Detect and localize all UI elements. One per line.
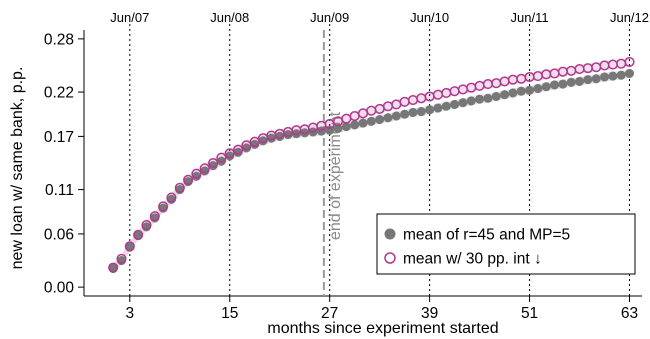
data-point-gray	[550, 80, 560, 90]
x-tick-label: 15	[221, 305, 238, 322]
data-point-purple	[116, 253, 127, 264]
top-date-label: Jun/10	[410, 10, 449, 25]
data-point-gray	[425, 105, 435, 115]
data-point-gray	[525, 85, 535, 95]
data-point-gray	[433, 103, 443, 113]
data-point-gray	[350, 120, 360, 130]
data-point-gray	[458, 98, 468, 108]
top-date-label: Jun/07	[110, 10, 149, 25]
data-point-purple	[249, 136, 260, 147]
data-point-gray	[366, 116, 376, 126]
end-of-experiment-marker: end of experiment	[322, 30, 344, 296]
data-point-gray	[541, 82, 551, 92]
data-point-purple	[233, 144, 244, 155]
data-point-gray	[383, 113, 393, 123]
legend-box	[376, 213, 636, 275]
data-point-gray	[416, 107, 426, 117]
data-point-gray	[624, 68, 635, 78]
x-axis-title: months since experiment started	[267, 320, 498, 337]
data-point-gray	[558, 79, 568, 89]
data-point-gray	[566, 77, 576, 87]
top-date-label: Jun/12	[610, 10, 649, 25]
data-point-purple	[224, 148, 235, 159]
data-point-purple	[108, 262, 119, 273]
data-point-gray	[500, 90, 510, 100]
data-point-gray	[391, 111, 401, 121]
data-point-purple	[241, 140, 252, 151]
data-point-purple	[183, 174, 194, 185]
legend-marker-gray	[384, 228, 396, 240]
x-tick-label: 27	[321, 305, 338, 322]
data-point-gray	[583, 75, 593, 85]
y-tick-label: 0.17	[44, 129, 74, 146]
data-point-gray	[491, 91, 501, 102]
data-points	[108, 56, 635, 274]
data-point-gray	[599, 72, 610, 82]
data-point-purple	[149, 211, 160, 222]
y-tick-label: 0.00	[44, 280, 75, 297]
data-point-gray	[591, 74, 601, 84]
data-point-gray	[508, 88, 518, 98]
y-axis-title: new loan w/ same bank, p.p.	[9, 67, 26, 270]
x-tick-label: 51	[521, 305, 538, 322]
x-tick-label: 63	[621, 305, 638, 322]
data-point-purple	[166, 192, 177, 203]
x-tick-label: 39	[421, 305, 438, 322]
plot-frame	[83, 30, 642, 297]
data-point-gray	[191, 171, 201, 181]
top-date-label: Jun/09	[310, 10, 349, 25]
y-tick-label: 0.28	[44, 31, 74, 48]
data-point-purple	[216, 152, 227, 163]
end-of-experiment-label: end of experiment	[327, 111, 344, 240]
data-point-gray	[533, 83, 543, 94]
legend-label-purple: mean w/ 30 pp. int ↓	[403, 251, 542, 268]
data-point-purple	[624, 56, 635, 67]
data-point-purple	[208, 157, 219, 169]
y-tick-label: 0.22	[44, 85, 74, 102]
y-axis-ticks: 0.00 0.06 0.11 0.17 0.22 0.28	[44, 31, 84, 297]
data-point-purple	[174, 182, 185, 193]
data-point-gray	[375, 115, 385, 125]
data-point-gray	[441, 101, 451, 111]
legend-label-gray: mean of r=45 and MP=5	[403, 227, 570, 244]
data-point-gray	[408, 107, 418, 118]
data-point-gray	[358, 118, 368, 128]
data-point-gray	[616, 70, 626, 80]
y-tick-label: 0.06	[44, 226, 74, 243]
x-axis-ticks: 3 15 27 39 51 63	[125, 296, 638, 322]
data-point-gray	[475, 94, 485, 104]
data-point-gray	[516, 86, 526, 96]
top-date-ticks: Jun/07 Jun/08 Jun/09 Jun/10 Jun/11 Jun/12	[110, 10, 649, 25]
data-point-purple	[133, 229, 144, 240]
legend: mean of r=45 and MP=5 mean w/ 30 pp. int…	[376, 213, 636, 275]
top-date-label: Jun/08	[210, 10, 249, 25]
data-point-gray	[450, 99, 460, 110]
top-date-label: Jun/11	[511, 10, 549, 25]
data-point-purple	[141, 220, 152, 231]
data-point-gray	[466, 96, 476, 106]
data-point-purple	[191, 168, 202, 179]
data-point-purple	[199, 163, 210, 174]
legend-marker-purple	[384, 252, 396, 264]
data-point-gray	[483, 93, 493, 103]
x-tick-label: 3	[125, 305, 134, 322]
data-point-gray	[400, 109, 410, 119]
data-point-gray	[574, 76, 585, 86]
data-point-purple	[158, 201, 169, 212]
data-point-gray	[608, 71, 618, 81]
data-point-purple	[124, 241, 135, 252]
y-tick-label: 0.11	[45, 182, 74, 199]
